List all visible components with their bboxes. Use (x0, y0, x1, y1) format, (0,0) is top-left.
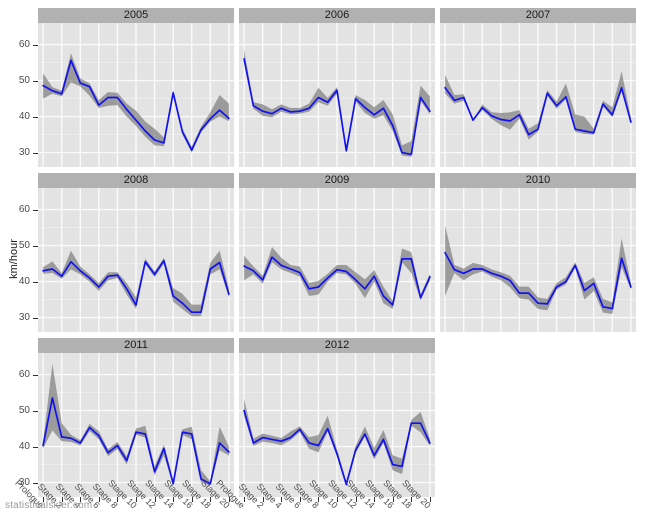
facet-strip-label: 2007 (525, 9, 551, 21)
speed-range-ribbon (445, 71, 631, 140)
y-tick-label: 60 (18, 368, 30, 380)
x-tick-mark (355, 497, 357, 502)
y-tick-label: 40 (18, 275, 30, 287)
x-tick-mark (61, 497, 63, 502)
mean-speed-line (42, 59, 230, 151)
facet-strip-2009: 2009 (239, 173, 435, 188)
mean-speed-line (243, 58, 431, 156)
y-tick-mark (33, 116, 38, 118)
facet-strip-label: 2012 (324, 339, 350, 351)
speed-range-ribbon (445, 225, 631, 314)
x-tick-mark (43, 497, 45, 502)
facet-strip-2006: 2006 (239, 8, 435, 23)
y-tick-label: 50 (18, 74, 30, 86)
y-tick-mark (33, 410, 38, 412)
facet-strip-label: 2011 (124, 339, 148, 351)
y-tick-label: 60 (18, 203, 30, 215)
x-tick-mark (411, 497, 413, 502)
x-tick-mark (318, 497, 320, 502)
speed-range-ribbon (43, 250, 229, 317)
y-tick-label: 30 (18, 146, 30, 158)
y-tick-label: 50 (18, 239, 30, 251)
watermark: statisticalskier.com (5, 500, 93, 511)
mean-speed-line (444, 86, 632, 136)
facet-strip-label: 2006 (324, 9, 350, 21)
x-tick-mark (191, 497, 193, 502)
y-tick-label: 40 (18, 440, 30, 452)
x-tick-mark (429, 497, 431, 502)
x-tick-mark (98, 497, 100, 502)
x-tick-mark (210, 497, 212, 502)
mean-speed-line (42, 259, 230, 314)
x-tick-mark (281, 497, 283, 502)
mean-speed-line (243, 409, 431, 486)
x-tick-mark (262, 497, 264, 502)
facet-panel-2008 (38, 188, 234, 332)
y-tick-mark (33, 281, 38, 283)
facet-panel-2005 (38, 23, 234, 167)
y-tick-label: 30 (18, 476, 30, 488)
x-tick-mark (80, 497, 82, 502)
facet-strip-label: 2008 (123, 174, 149, 186)
x-tick-mark (392, 497, 394, 502)
facet-panel-2009 (239, 188, 435, 332)
speed-range-ribbon (244, 399, 430, 487)
y-tick-mark (33, 374, 38, 376)
facet-panel-2011 (38, 353, 234, 497)
y-tick-mark (33, 152, 38, 154)
facet-strip-label: 2010 (525, 174, 551, 186)
speed-range-ribbon (244, 247, 430, 309)
x-tick-mark (117, 497, 119, 502)
facet-panel-2006 (239, 23, 435, 167)
facet-strip-label: 2005 (123, 9, 149, 21)
x-tick-mark (154, 497, 156, 502)
x-tick-mark (244, 497, 246, 502)
facet-strip-2012: 2012 (239, 338, 435, 353)
y-tick-label: 50 (18, 404, 30, 416)
y-tick-mark (33, 209, 38, 211)
facet-panel-2012 (239, 353, 435, 497)
x-tick-mark (337, 497, 338, 502)
mean-speed-line (444, 251, 632, 310)
x-tick-mark (374, 497, 376, 502)
y-tick-mark (33, 482, 38, 484)
y-tick-label: 40 (18, 110, 30, 122)
y-tick-mark (33, 245, 38, 247)
facet-strip-2008: 2008 (38, 173, 234, 188)
facet-strip-2007: 2007 (440, 8, 636, 23)
y-tick-mark (33, 44, 38, 46)
y-tick-label: 30 (18, 311, 30, 323)
facet-strip-label: 2009 (324, 174, 350, 186)
facet-strip-2010: 2010 (440, 173, 636, 188)
x-tick-mark (136, 497, 137, 502)
facet-strip-2005: 2005 (38, 8, 234, 23)
facet-panel-2010 (440, 188, 636, 332)
facet-strip-2011: 2011 (38, 338, 234, 353)
mean-speed-line (42, 397, 230, 485)
x-tick-mark (299, 497, 301, 502)
facet-panel-2007 (440, 23, 636, 167)
x-tick-mark (173, 497, 175, 502)
y-tick-mark (33, 80, 38, 82)
mean-speed-line (243, 256, 431, 306)
y-tick-mark (33, 317, 38, 319)
x-tick-mark (228, 497, 230, 502)
speed-range-ribbon (244, 49, 430, 157)
y-tick-label: 60 (18, 38, 30, 50)
y-tick-mark (33, 446, 38, 448)
